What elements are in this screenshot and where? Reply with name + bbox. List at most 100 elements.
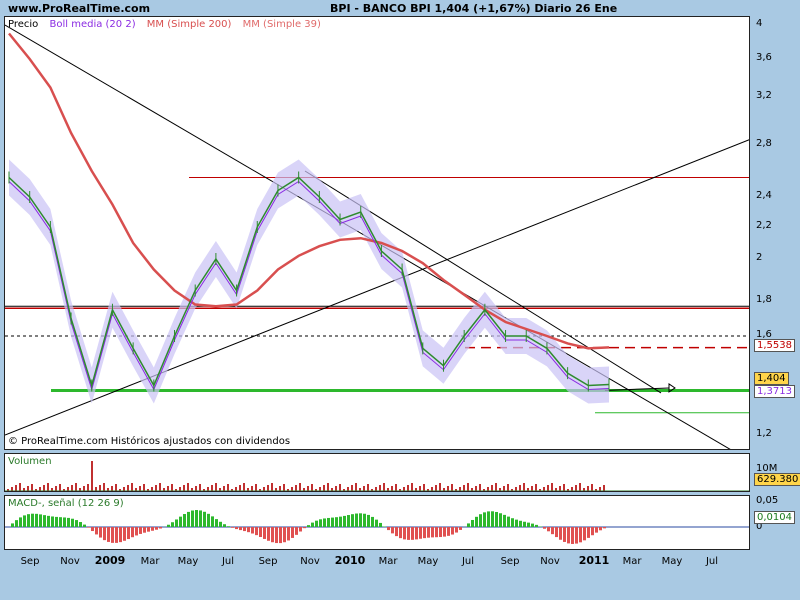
volume-bar (543, 487, 545, 491)
volume-bar (319, 487, 321, 491)
macd-bar (255, 527, 258, 536)
macd-bar (579, 527, 582, 543)
volume-bar (7, 489, 9, 491)
macd-bar (503, 514, 506, 527)
macd-bar (231, 527, 234, 528)
volume-bar (95, 487, 97, 491)
macd-bar (111, 527, 114, 543)
macd-bar (455, 527, 458, 533)
time-tick: Sep (500, 556, 520, 567)
volume-bar (427, 489, 429, 491)
volume-bar (99, 485, 101, 491)
macd-bar (439, 527, 442, 538)
macd-bar (419, 527, 422, 539)
macd-bar (415, 527, 418, 540)
macd-bar (603, 527, 606, 529)
volume-bar (195, 486, 197, 491)
volume-bar (515, 487, 517, 491)
volume-bar (107, 488, 109, 491)
volume-bar (411, 483, 413, 491)
volume-pane[interactable]: Volumen (4, 453, 750, 492)
volume-bar (255, 484, 257, 491)
macd-bar (167, 524, 170, 527)
volume-bar (291, 487, 293, 491)
volume-bar (179, 487, 181, 491)
macd-bar (447, 527, 450, 536)
macd-bar (83, 524, 86, 527)
macd-bar (203, 511, 206, 527)
time-tick: Mar (140, 556, 160, 567)
volume-bar (295, 485, 297, 491)
volume-bar (527, 488, 529, 491)
macd-bar (175, 519, 178, 527)
volume-bar (523, 483, 525, 491)
volume-bar (587, 486, 589, 491)
volume-bar (323, 485, 325, 491)
volume-bar (263, 487, 265, 491)
time-tick: Sep (258, 556, 278, 567)
price-tick: 3,2 (756, 90, 772, 101)
volume-bar (251, 486, 253, 491)
price-legend: Precio Boll media (20 2) MM (Simple 200)… (8, 19, 329, 30)
volume-bar (227, 484, 229, 491)
volume-bar (591, 484, 593, 491)
volume-bar (327, 483, 329, 491)
volume-bar (463, 485, 465, 491)
macd-bar (27, 514, 30, 527)
macd-bar (471, 519, 474, 527)
macd-bar (115, 527, 118, 543)
macd-bar (47, 515, 50, 527)
macd-bar (431, 527, 434, 538)
price-tick: 3,6 (756, 52, 772, 63)
volume-bar (283, 484, 285, 491)
bollinger-band (9, 159, 609, 404)
macd-bar (199, 510, 202, 527)
volume-bar (379, 485, 381, 491)
macd-bar (491, 511, 494, 527)
volume-bar (279, 486, 281, 491)
time-tick: Mar (622, 556, 642, 567)
macd-bar (339, 516, 342, 527)
macd-bar (371, 516, 374, 527)
volume-tag: 629.380 (754, 473, 800, 486)
macd-bar (307, 525, 310, 527)
volume-bar (539, 489, 541, 491)
volume-bar (407, 485, 409, 491)
volume-bar (455, 489, 457, 491)
macd-pane[interactable]: MACD-, señal (12 26 9) (4, 495, 750, 550)
volume-bar (147, 489, 149, 491)
volume-bar (71, 485, 73, 491)
macd-bar (451, 527, 454, 535)
price-pane[interactable]: Precio Boll media (20 2) MM (Simple 200)… (4, 16, 750, 450)
time-tick: May (417, 556, 439, 567)
volume-bar (395, 484, 397, 491)
macd-bar (343, 515, 346, 527)
price-tick: 1,8 (756, 294, 772, 305)
volume-bar (139, 486, 141, 491)
price-axis: 4 3,6 3,2 2,8 2,4 2,2 2 1,8 1,6 1,2 (752, 16, 800, 450)
macd-bar (543, 527, 546, 529)
volume-bar (39, 487, 41, 491)
macd-bar (291, 527, 294, 538)
legend-price: Precio (8, 19, 39, 30)
macd-bar (179, 516, 182, 527)
data-credit: © ProRealTime.com Históricos ajustados c… (8, 436, 291, 447)
volume-bar (103, 483, 105, 491)
macd-bar (331, 517, 334, 527)
volume-bar (547, 485, 549, 491)
macd-bar (223, 524, 226, 527)
volume-bar (507, 484, 509, 491)
volume-bar (135, 488, 137, 491)
volume-bar (299, 483, 301, 491)
arrow-head (668, 383, 676, 393)
macd-bar (155, 527, 158, 530)
macd-bar (67, 517, 70, 527)
macd-bar (399, 527, 402, 539)
macd-bar (235, 527, 238, 530)
volume-bar (355, 483, 357, 491)
volume-bar (91, 461, 93, 491)
volume-bar (175, 489, 177, 491)
time-tick: Jul (221, 556, 235, 567)
volume-bar (115, 484, 117, 491)
time-tick: Mar (378, 556, 398, 567)
